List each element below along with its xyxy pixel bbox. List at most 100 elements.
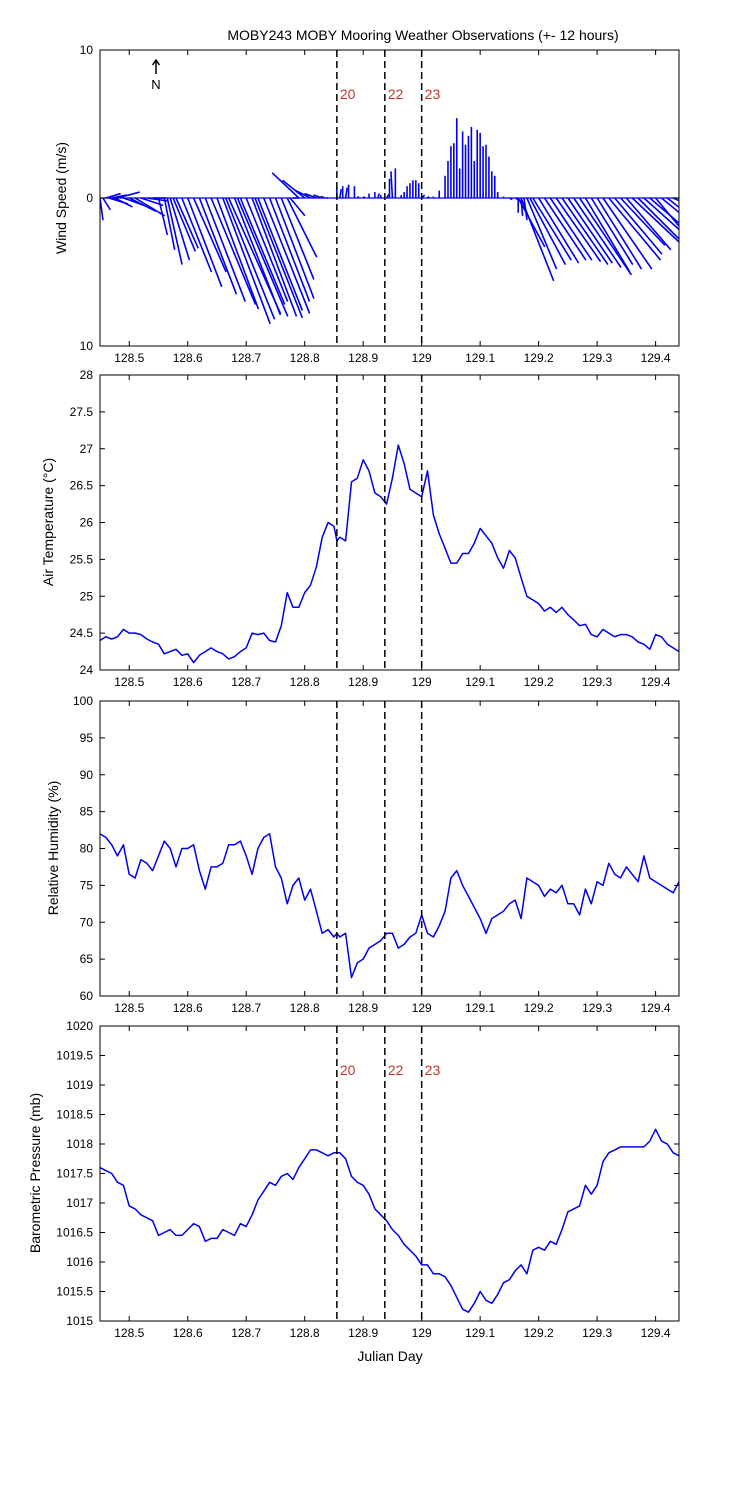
wind-vector: [362, 195, 366, 199]
wind-vector: [295, 189, 311, 199]
y-tick-label: 60: [80, 989, 94, 1003]
wind-vector: [578, 197, 633, 276]
wind-speed-ylabel: Wind Speed (m/s): [53, 142, 69, 254]
y-tick-label: 24: [80, 663, 94, 677]
y-tick-label: 10: [80, 43, 94, 57]
y-tick-label: 75: [80, 878, 94, 892]
x-tick-label: 129: [412, 351, 432, 365]
y-tick-label: 95: [80, 731, 94, 745]
y-tick-label: 26.5: [70, 479, 94, 493]
y-tick-label: 80: [80, 842, 94, 856]
x-tick-label: 128.7: [231, 1326, 261, 1340]
north-arrow-icon: [151, 58, 161, 74]
wind-vector: [169, 197, 191, 261]
x-tick-label: 128.6: [173, 1326, 203, 1340]
wind-vector: [271, 172, 300, 199]
y-tick-label: 1015.5: [56, 1285, 93, 1299]
air-temperature-ylabel: Air Temperature (°C): [40, 458, 56, 586]
x-tick-label: 128.6: [173, 675, 203, 689]
wind-vector: [561, 197, 609, 266]
y-tick-label: 100: [73, 694, 93, 708]
y-tick-label: 1016.5: [56, 1226, 93, 1240]
relative-humidity-ylabel: Relative Humidity (%): [45, 781, 61, 916]
wind-vector: [567, 197, 613, 264]
y-tick-label: 1019: [66, 1078, 93, 1092]
wind-vector: [157, 197, 169, 236]
x-tick-label: 128.9: [348, 351, 378, 365]
x-tick-label: 129.3: [582, 1001, 612, 1015]
x-tick-label: 129.2: [524, 1001, 554, 1015]
north-indicator: N: [151, 58, 161, 92]
wind-vector: [198, 197, 238, 295]
y-tick-label: 65: [80, 952, 94, 966]
wind-vector: [313, 194, 323, 199]
wind-vector: [251, 197, 298, 317]
wind-vector: [590, 197, 634, 266]
y-tick-label: 27: [80, 442, 94, 456]
y-tick-label: 1018: [66, 1137, 93, 1151]
wind-vector: [509, 197, 513, 201]
wind-vector: [631, 197, 679, 244]
x-tick-label: 129.2: [524, 675, 554, 689]
y-tick-label: 90: [80, 768, 94, 782]
event-marker-label: 23: [425, 86, 441, 102]
x-tick-label: 129.3: [582, 675, 612, 689]
humidity-series-line: [99, 833, 680, 979]
x-tick-label: 128.9: [348, 1001, 378, 1015]
event-marker-label: 23: [425, 1062, 441, 1078]
y-tick-label: 1017.5: [56, 1167, 93, 1181]
y-tick-label: 25.5: [70, 552, 94, 566]
wind-speed-panel: Wind Speed (m/s) N 20 22 23 128.5 128.6 128.7…: [53, 43, 680, 365]
x-tick-label: 128.7: [231, 1001, 261, 1015]
x-tick-label: 128.6: [173, 351, 203, 365]
wind-vector: [280, 197, 315, 280]
x-tick-label: 129.2: [524, 351, 554, 365]
x-tick-label: 129: [412, 1001, 432, 1015]
event-marker-label: 22: [388, 86, 404, 102]
y-tick-label: 1018.5: [56, 1108, 93, 1122]
y-tick-label: 85: [80, 805, 94, 819]
x-tick-label: 128.5: [114, 1326, 144, 1340]
x-tick-label: 129.4: [641, 675, 671, 689]
wind-vector: [356, 195, 360, 199]
wind-vector: [117, 191, 140, 199]
wind-vector: [163, 197, 176, 250]
x-tick-label: 129.2: [524, 1326, 554, 1340]
wind-vector: [654, 197, 679, 228]
y-tick-label: 27.5: [70, 405, 94, 419]
wind-vector: [114, 197, 133, 208]
wind-vector: [344, 187, 348, 199]
wind-vector: [526, 197, 558, 270]
x-tick-label: 129.1: [465, 351, 495, 365]
x-tick-label: 129.3: [582, 1326, 612, 1340]
wind-vector: [225, 197, 276, 320]
wind-vector: [166, 197, 183, 265]
wind-vector: [529, 197, 567, 265]
wind-vector: [619, 197, 666, 246]
y-tick-label: 1017: [66, 1196, 93, 1210]
wind-vector: [263, 197, 311, 314]
x-tick-label: 128.5: [114, 1001, 144, 1015]
relative-humidity-panel: Relative Humidity (%) 128.5 128.6 128.7 128…: [45, 694, 680, 1015]
wind-vector: [172, 197, 197, 252]
north-label: N: [151, 77, 160, 92]
y-tick-label: 1019.5: [56, 1049, 93, 1063]
x-tick-label: 128.8: [290, 351, 320, 365]
barometric-pressure-ylabel: Barometric Pressure (mb): [27, 1093, 43, 1253]
wind-vector: [660, 197, 679, 214]
wind-vector: [555, 197, 602, 263]
wind-vector: [537, 197, 580, 264]
x-tick-label: 129.1: [465, 675, 495, 689]
wind-vector: [584, 197, 631, 273]
y-tick-label: 25: [80, 589, 94, 603]
y-tick-label: 70: [80, 915, 94, 929]
wind-vector: [596, 197, 643, 270]
wind-vectors: [100, 118, 679, 325]
wind-vector: [134, 197, 166, 217]
x-tick-label: 128.6: [173, 1001, 203, 1015]
x-tick-label: 129.4: [641, 1001, 671, 1015]
x-tick-label: 128.7: [231, 351, 261, 365]
x-tick-label: 129.4: [641, 351, 671, 365]
y-tick-label: 1020: [66, 1019, 93, 1033]
